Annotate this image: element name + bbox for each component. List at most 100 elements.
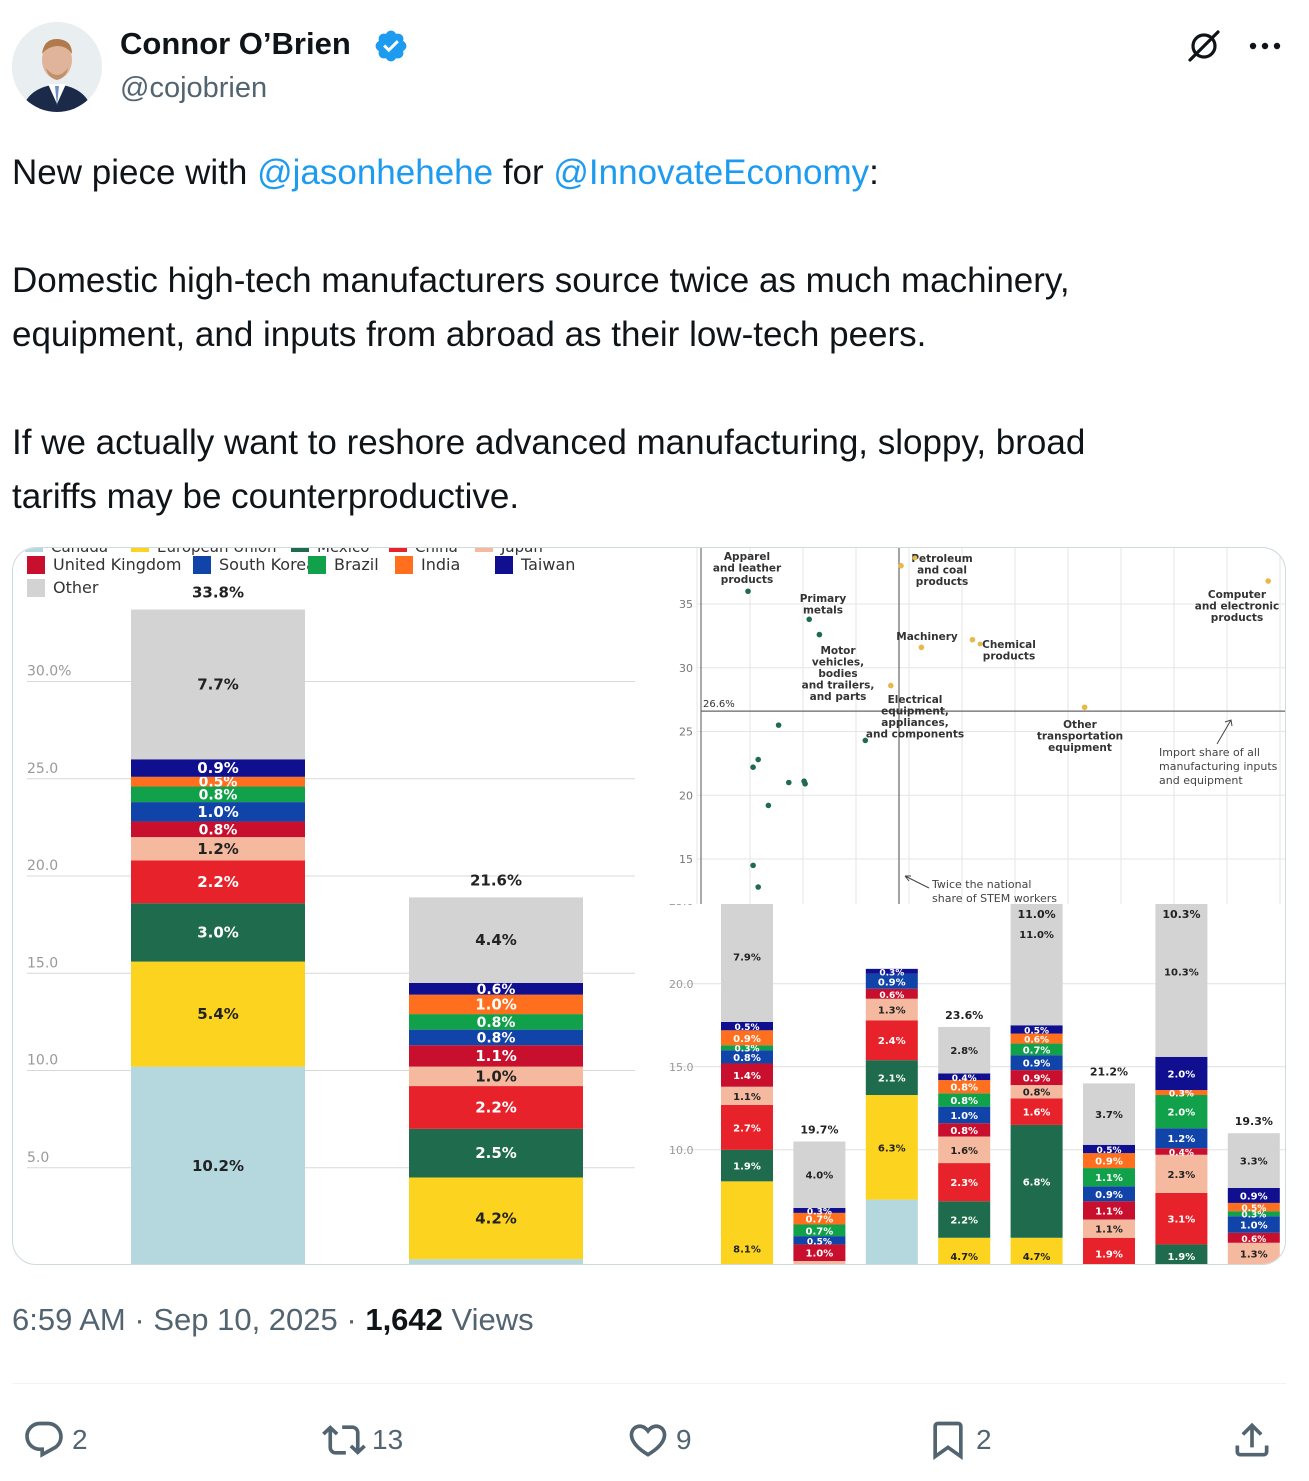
bar-segment-label: 0.4% (952, 1074, 977, 1084)
reply-button[interactable]: 2 (22, 1416, 88, 1464)
y-tick-label: 35 (679, 598, 693, 611)
legend-swatch (495, 556, 513, 574)
bar-segment (793, 1224, 846, 1237)
bar-total-label: 23.6% (945, 1009, 983, 1022)
bar-segment (131, 759, 305, 777)
retweet-button[interactable]: 13 (322, 1416, 403, 1464)
author-handle[interactable]: @cojobrien (120, 72, 268, 104)
bar-segment-label: 0.9% (1095, 1157, 1123, 1168)
scatter-point (802, 780, 808, 787)
bar-segment (938, 1093, 991, 1107)
legend-swatch (475, 548, 493, 552)
reply-count: 2 (72, 1424, 88, 1455)
tweet-text-segment: for (493, 153, 554, 192)
share-button[interactable] (1230, 1416, 1274, 1464)
bar-segment-label: 0.6% (1024, 1036, 1049, 1046)
bar-segment-label: 0.7% (1023, 1045, 1051, 1056)
scatter-point (806, 616, 812, 623)
bar-segment-label: 6.8% (1023, 1177, 1051, 1188)
legend-swatch (27, 579, 45, 597)
bar-segment-label: 2.2% (950, 1216, 978, 1227)
bar-segment-label: 7.9% (733, 952, 761, 963)
bar-segment (865, 1020, 918, 1061)
bar-segment (1083, 1237, 1135, 1264)
bar-segment-label: 2.3% (1168, 1170, 1196, 1181)
scatter-label: and components (866, 729, 964, 741)
bar-segment-label: 1.3% (1240, 1250, 1268, 1261)
legend-label: Brazil (334, 555, 379, 574)
grok-icon[interactable] (1186, 28, 1222, 64)
bar-segment (1155, 1148, 1208, 1155)
bar-segment-label: 2.0% (1168, 1069, 1196, 1080)
tweet-date[interactable]: Sep 10, 2025 (153, 1302, 338, 1337)
bar-segment-label: 0.8% (1023, 1088, 1051, 1099)
bar-segment-label: 0.8% (477, 1030, 516, 1046)
legend-label: South Korea (219, 555, 316, 574)
bar-segment-label: 10.3% (1164, 967, 1199, 978)
bar-segment-label: 10.2% (192, 1157, 244, 1175)
legend-label: Taiwan (520, 555, 575, 574)
scatter-point (898, 562, 904, 569)
bar-segment (938, 1237, 991, 1264)
media-attachment[interactable]: Canada European Union Mexico China Japan Unit… (12, 547, 1286, 1265)
bar-segment-label: 2.7% (733, 1123, 761, 1134)
scatter-point (765, 802, 772, 809)
legend-label: Japan (500, 548, 543, 556)
bar-segment (793, 1244, 846, 1262)
tweet-time[interactable]: 6:59 AM (12, 1302, 126, 1337)
bookmark-button[interactable]: 2 (926, 1416, 992, 1464)
bar-segment-label: 0.8% (199, 787, 238, 803)
bar-segment-label: 1.9% (733, 1162, 761, 1173)
y-tick-label: 25.0 (669, 904, 694, 908)
bar-segment-label: 2.0% (1168, 1108, 1196, 1119)
bar-segment (1083, 1153, 1135, 1169)
retweet-count: 13 (372, 1424, 404, 1455)
bar-segment (938, 1106, 991, 1124)
more-icon[interactable] (1246, 28, 1284, 64)
bar-segment-label: 3.0% (197, 923, 239, 941)
bar-segment-label: 1.1% (475, 1047, 517, 1065)
bar-segment (1155, 904, 1208, 1057)
legend-swatch (193, 556, 211, 574)
annotation-text: manufacturing inputs (1159, 760, 1278, 773)
y-tick-label: 30.0% (27, 664, 71, 680)
bar-segment-label: 0.7% (806, 1215, 834, 1226)
bar-segment-label: 2.4% (878, 1036, 906, 1047)
scatter-label: appliances, (881, 717, 948, 729)
scatter-label: transportation (1037, 731, 1123, 743)
bar-total-label: 10.3% (1162, 908, 1200, 921)
bar-segment (131, 903, 305, 962)
scatter-label: products (721, 574, 773, 586)
bar-segment-label: 0.9% (878, 977, 906, 988)
verified-badge-icon[interactable] (373, 28, 409, 64)
like-button[interactable]: 9 (626, 1416, 692, 1464)
bar-segment (1155, 1244, 1208, 1264)
reference-line-label: 26.6% (703, 699, 735, 710)
bar-segment-label: 0.5% (199, 775, 238, 791)
author-display-name[interactable]: Connor O’Brien (120, 26, 351, 61)
bar-segment-label: 0.9% (1023, 1074, 1051, 1085)
bar-segment-label: 7.7% (197, 675, 239, 693)
bar-segment-label: 4.7% (950, 1252, 978, 1263)
tweet-text-segment: : (869, 153, 879, 192)
y-tick-label: 10.0 (669, 1144, 694, 1157)
y-tick-label: 25 (679, 726, 693, 739)
y-tick-label: 25.0 (27, 761, 58, 777)
mention-link[interactable]: @jasonhehehe (257, 153, 494, 192)
bar-segment (131, 776, 305, 787)
bar-segment-label: 4.7% (1023, 1252, 1051, 1263)
bar-segment-label: 6.3% (878, 1143, 906, 1154)
bar-segment (1083, 1201, 1135, 1220)
bar-segment (409, 1086, 583, 1129)
divider (12, 1383, 1286, 1384)
bar-segment-label: 3.1% (1168, 1215, 1196, 1226)
bar-total-label: 19.7% (800, 1124, 838, 1137)
bar-segment-label: 1.1% (733, 1092, 761, 1103)
bar-segment (938, 1123, 991, 1137)
bar-segment (1227, 1202, 1280, 1212)
bar-segment (938, 1163, 991, 1202)
bar-segment (721, 1149, 773, 1182)
avatar[interactable] (12, 22, 102, 112)
annotation-text: share of STEM workers (932, 892, 1057, 905)
mention-link[interactable]: @InnovateEconomy (553, 153, 870, 192)
